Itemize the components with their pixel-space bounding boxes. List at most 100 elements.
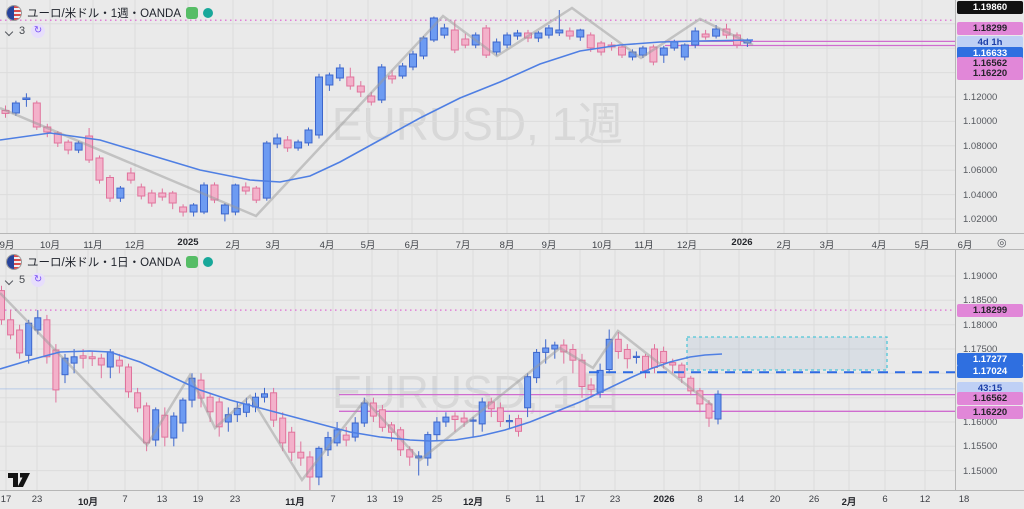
candle xyxy=(701,33,710,38)
candle xyxy=(74,142,83,151)
time-tick: 5 xyxy=(505,494,511,505)
time-tick: 7 xyxy=(122,494,128,505)
chevron-down-icon[interactable] xyxy=(6,277,13,284)
weekly-price-scale[interactable]: 1.12000 1.10000 1.08000 1.06000 1.04000 1.020… xyxy=(955,0,1024,249)
price-label-pink[interactable]: 1.16220 xyxy=(957,405,1023,419)
candle xyxy=(0,290,5,321)
candle xyxy=(680,44,689,58)
candle xyxy=(220,204,229,215)
tradingview-logo[interactable] xyxy=(8,472,32,489)
time-tick: 13 xyxy=(366,494,378,505)
price-tick: 1.18500 xyxy=(963,295,998,306)
time-tick: 2月 xyxy=(841,497,857,508)
candle xyxy=(351,422,359,438)
candle xyxy=(360,402,368,424)
candle xyxy=(106,351,114,368)
candle xyxy=(273,137,282,145)
market-status-dot-icon xyxy=(203,8,213,18)
candle xyxy=(451,415,459,421)
candle xyxy=(623,349,631,360)
candle xyxy=(544,27,553,36)
candle xyxy=(304,129,313,144)
price-label-blue[interactable]: 1.17024 xyxy=(957,364,1023,378)
price-tick: 1.15500 xyxy=(963,441,998,452)
bar-countdown-label[interactable]: 4d 1h xyxy=(957,35,1023,49)
time-tick: 12 xyxy=(919,494,931,505)
weekly-time-axis[interactable]: 9月 10月 11月 12月 2025 2月 3月 4月 5月 6月 7月 8月 9月 10月 11月 12月… xyxy=(0,233,1024,250)
time-tick: 6月 xyxy=(404,240,420,250)
candle xyxy=(596,369,604,393)
candle xyxy=(11,102,20,114)
time-tick: 19 xyxy=(392,494,404,505)
candle xyxy=(346,76,355,87)
time-tick: 7月 xyxy=(455,240,471,250)
candle xyxy=(95,157,104,181)
refresh-icon[interactable]: ↻ xyxy=(31,24,46,38)
weekly-chart-plot[interactable] xyxy=(0,0,955,233)
candle xyxy=(670,41,679,49)
bar-countdown-label[interactable]: 43:15 xyxy=(957,381,1023,395)
price-tick: 1.10000 xyxy=(963,116,998,127)
time-tick: 13 xyxy=(156,494,168,505)
candle xyxy=(97,357,105,366)
time-tick: 4月 xyxy=(871,240,887,250)
daily-time-axis[interactable]: 17 23 10月 7 13 19 23 11月 7 13 19 25 12月 5 11 17 23 2026 8 1… xyxy=(0,490,1024,509)
candle xyxy=(534,32,543,39)
green-flag-icon[interactable] xyxy=(186,256,198,268)
candle xyxy=(106,177,114,199)
candle xyxy=(170,415,178,439)
candle xyxy=(34,317,42,331)
time-tick: 2月 xyxy=(776,240,792,250)
price-label-blue[interactable]: 1.16633 xyxy=(957,46,1023,60)
zigzag-indicator xyxy=(0,6,754,218)
time-tick: 17 xyxy=(0,494,12,505)
candle xyxy=(409,53,417,68)
price-tick: 1.18000 xyxy=(963,320,998,331)
candle xyxy=(367,95,376,103)
axis-settings-gear-icon[interactable]: ◎ xyxy=(997,237,1007,249)
candle xyxy=(576,29,585,38)
price-label-pink[interactable]: 1.16562 xyxy=(957,391,1023,405)
time-tick: 11月 xyxy=(285,497,305,508)
candle xyxy=(356,85,365,93)
candle xyxy=(335,67,344,79)
moving-average-line xyxy=(0,39,754,183)
price-label-black[interactable]: 1.19860 xyxy=(957,0,1023,14)
candle xyxy=(460,417,468,423)
time-tick: 19 xyxy=(192,494,204,505)
time-tick: 23 xyxy=(229,494,241,505)
candle xyxy=(551,344,559,350)
time-tick: 3月 xyxy=(265,240,281,250)
time-tick: 25 xyxy=(431,494,443,505)
price-tick: 1.04000 xyxy=(963,190,998,201)
candle xyxy=(586,34,595,49)
price-tick: 1.02000 xyxy=(963,214,998,225)
weekly-symbol-title[interactable]: ユーロ/米ドル・1週・OANDA xyxy=(27,8,181,20)
candle xyxy=(669,362,677,366)
price-label-pink[interactable]: 1.18299 xyxy=(957,303,1023,317)
candle xyxy=(252,187,261,201)
price-tick: 1.16000 xyxy=(963,417,998,428)
candle xyxy=(714,393,722,420)
time-tick: 5月 xyxy=(914,240,930,250)
price-label-pink[interactable]: 1.16562 xyxy=(957,56,1023,70)
time-tick: 11月 xyxy=(83,240,103,250)
chevron-down-icon[interactable] xyxy=(6,28,13,35)
price-label-blue[interactable]: 1.17277 xyxy=(957,352,1023,366)
daily-price-scale[interactable]: 1.19000 1.18500 1.18000 1.17500 1.16000 1.155… xyxy=(955,249,1024,508)
price-label-pink[interactable]: 1.16220 xyxy=(957,66,1023,80)
candle xyxy=(691,30,700,46)
daily-chart-plot[interactable] xyxy=(0,249,955,490)
daily-source-count: 5 xyxy=(19,274,26,286)
candle xyxy=(605,338,613,371)
time-tick: 11 xyxy=(535,494,545,505)
green-flag-icon[interactable] xyxy=(186,7,198,19)
candle xyxy=(210,184,219,201)
eurusd-pair-flag-icon xyxy=(6,5,22,21)
daily-symbol-title[interactable]: ユーロ/米ドル・1日・OANDA xyxy=(27,257,181,269)
weekly-source-count: 3 xyxy=(19,25,26,37)
candle xyxy=(70,356,78,364)
refresh-icon[interactable]: ↻ xyxy=(31,273,46,287)
price-label-pink[interactable]: 1.18299 xyxy=(957,21,1023,35)
